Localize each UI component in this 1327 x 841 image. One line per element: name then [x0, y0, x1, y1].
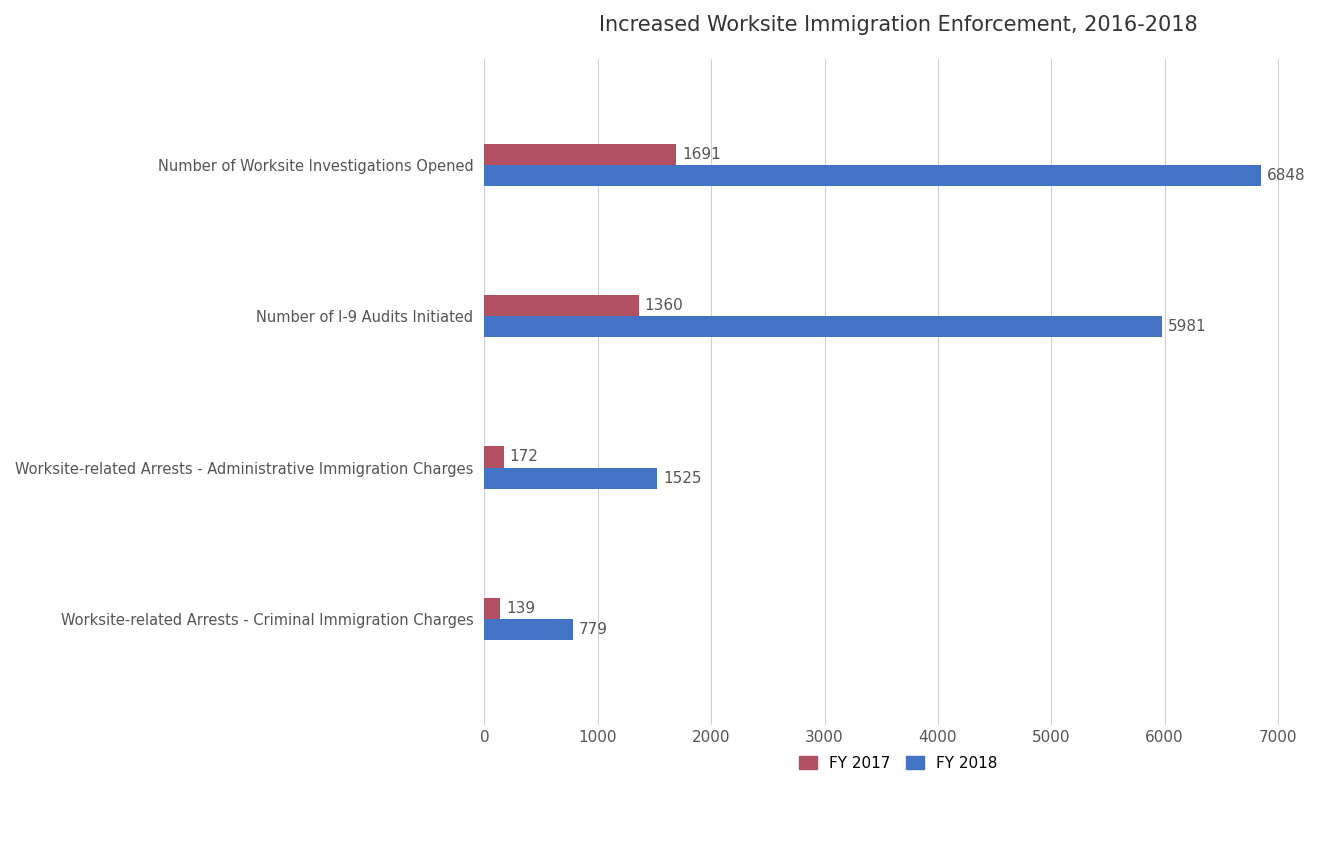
- Bar: [484, 165, 1261, 186]
- Bar: [484, 598, 500, 619]
- Legend: FY 2017, FY 2018: FY 2017, FY 2018: [792, 750, 1005, 777]
- Title: Increased Worksite Immigration Enforcement, 2016-2018: Increased Worksite Immigration Enforceme…: [598, 15, 1197, 35]
- Text: 6848: 6848: [1266, 168, 1304, 182]
- Bar: [484, 619, 573, 640]
- Text: 139: 139: [506, 600, 535, 616]
- Bar: [484, 447, 504, 468]
- Text: 1691: 1691: [682, 146, 721, 161]
- Bar: [484, 468, 657, 489]
- Text: 5981: 5981: [1168, 320, 1206, 334]
- Bar: [484, 295, 638, 316]
- Text: 1525: 1525: [664, 471, 702, 485]
- Text: 779: 779: [579, 622, 608, 637]
- Bar: [484, 144, 677, 165]
- Text: 1360: 1360: [645, 298, 683, 313]
- Text: 172: 172: [510, 449, 539, 464]
- Bar: [484, 316, 1162, 337]
